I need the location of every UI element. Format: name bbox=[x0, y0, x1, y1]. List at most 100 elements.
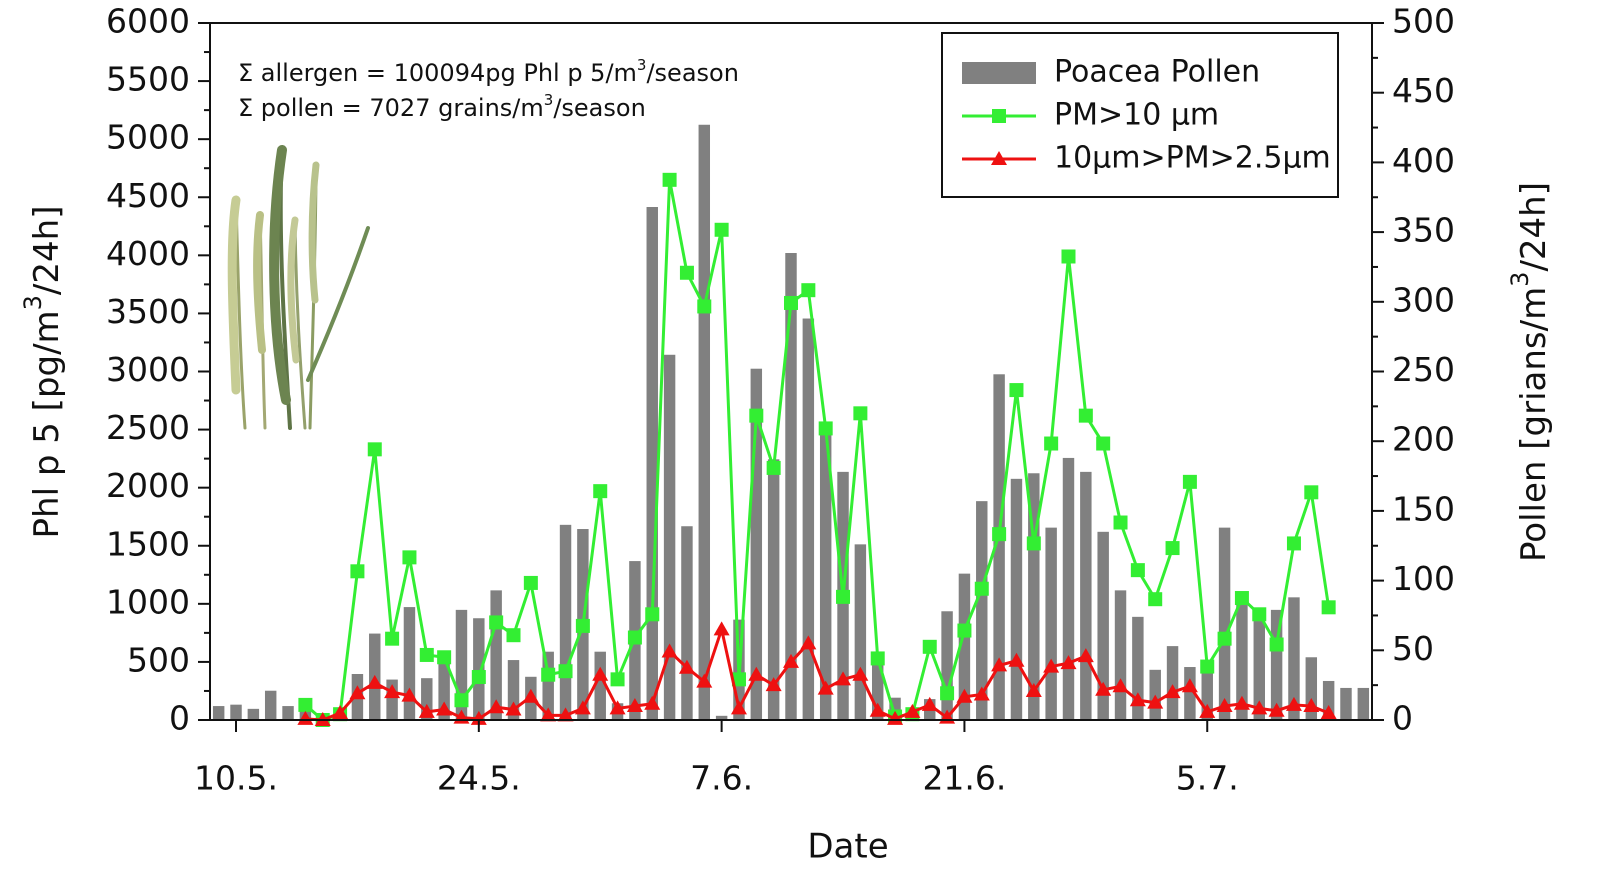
point bbox=[1147, 694, 1164, 709]
y-tick-label: 4000 bbox=[106, 234, 190, 273]
point bbox=[853, 406, 868, 421]
point bbox=[679, 265, 694, 280]
bar bbox=[819, 430, 832, 720]
point bbox=[1268, 702, 1285, 717]
point bbox=[1113, 515, 1128, 530]
point bbox=[1200, 659, 1215, 674]
point bbox=[418, 703, 435, 718]
point bbox=[730, 700, 747, 715]
y2-tick-label: 500 bbox=[1392, 2, 1455, 41]
annotation-part: /season bbox=[553, 94, 645, 122]
point bbox=[609, 700, 626, 715]
point bbox=[662, 172, 677, 187]
bar bbox=[421, 678, 433, 720]
point bbox=[626, 698, 643, 713]
y2-axis-title: Pollen [grians/m3/24h] bbox=[1506, 182, 1554, 562]
bar bbox=[1132, 616, 1144, 720]
point bbox=[1216, 698, 1233, 713]
point bbox=[522, 688, 539, 703]
point bbox=[1234, 591, 1249, 606]
bar bbox=[802, 318, 815, 720]
point bbox=[974, 581, 989, 596]
y-tick-label: 3000 bbox=[106, 350, 190, 389]
point bbox=[575, 618, 590, 633]
bar bbox=[455, 609, 468, 720]
bar bbox=[1218, 527, 1231, 720]
point bbox=[940, 686, 955, 701]
point bbox=[1077, 648, 1094, 663]
annotation: Σ allergen = 100094pg Phl p 5/m3/season bbox=[238, 56, 739, 88]
y2-tick-label: 0 bbox=[1392, 699, 1413, 738]
y2-tick-label: 450 bbox=[1392, 71, 1455, 110]
y2-tick-label: 50 bbox=[1392, 629, 1434, 668]
point bbox=[1252, 607, 1267, 622]
point bbox=[800, 635, 817, 650]
y2-tick-label: 350 bbox=[1392, 211, 1455, 250]
point bbox=[766, 460, 781, 475]
y2-axis-title-sup: 3 bbox=[1506, 272, 1534, 287]
point bbox=[1269, 637, 1284, 652]
point bbox=[1164, 684, 1181, 699]
bar bbox=[1097, 531, 1109, 720]
point bbox=[385, 631, 400, 646]
point bbox=[506, 628, 521, 643]
bar bbox=[1357, 687, 1370, 720]
bar bbox=[490, 590, 502, 720]
point bbox=[297, 710, 314, 725]
point bbox=[957, 623, 972, 638]
point bbox=[661, 643, 678, 658]
bar bbox=[1080, 471, 1092, 720]
bar bbox=[1322, 680, 1335, 720]
point bbox=[471, 670, 486, 685]
point bbox=[349, 685, 366, 700]
bar bbox=[559, 524, 572, 720]
legend-label: Poacea Pollen bbox=[1054, 55, 1260, 90]
x-tick-label: 24.5. bbox=[437, 759, 521, 798]
y2-tick-label: 150 bbox=[1392, 489, 1455, 528]
y-axis-title: Phl p 5 [pg/m3/24h] bbox=[19, 206, 67, 539]
bar bbox=[941, 611, 953, 720]
point bbox=[852, 666, 869, 681]
point bbox=[402, 550, 417, 565]
point bbox=[713, 621, 730, 636]
point bbox=[801, 283, 816, 298]
point bbox=[401, 687, 418, 702]
point bbox=[992, 527, 1007, 542]
y-tick-label: 3500 bbox=[106, 292, 190, 331]
point bbox=[1129, 692, 1146, 707]
annotation-part: /season bbox=[646, 59, 738, 87]
x-tick-label: 7.6. bbox=[690, 759, 753, 798]
point bbox=[784, 295, 798, 310]
point bbox=[489, 615, 504, 630]
bar bbox=[1236, 594, 1248, 720]
point bbox=[869, 702, 886, 717]
bar bbox=[785, 253, 797, 720]
point bbox=[557, 707, 574, 722]
point bbox=[731, 672, 746, 687]
annotation-sup: 3 bbox=[637, 56, 647, 74]
point bbox=[1286, 536, 1301, 551]
point bbox=[887, 710, 904, 725]
point bbox=[922, 639, 937, 654]
annotation-part: Σ pollen = 7027 grains/m bbox=[238, 94, 544, 122]
bar bbox=[681, 526, 693, 720]
point bbox=[765, 677, 782, 692]
grass-illustration bbox=[227, 145, 370, 430]
bar bbox=[212, 706, 225, 720]
bar bbox=[594, 651, 606, 720]
bar bbox=[247, 708, 260, 720]
point bbox=[1321, 600, 1336, 615]
bar bbox=[473, 618, 485, 720]
point bbox=[523, 575, 538, 590]
point bbox=[678, 659, 695, 674]
point bbox=[541, 667, 556, 682]
y-tick-label: 0 bbox=[169, 699, 190, 738]
bar bbox=[854, 544, 867, 720]
y-tick-label: 1000 bbox=[106, 582, 190, 621]
x-tick-label: 10.5. bbox=[194, 759, 278, 798]
bar bbox=[889, 697, 901, 720]
x-tick-label: 5.7. bbox=[1176, 759, 1239, 798]
point bbox=[367, 442, 382, 457]
